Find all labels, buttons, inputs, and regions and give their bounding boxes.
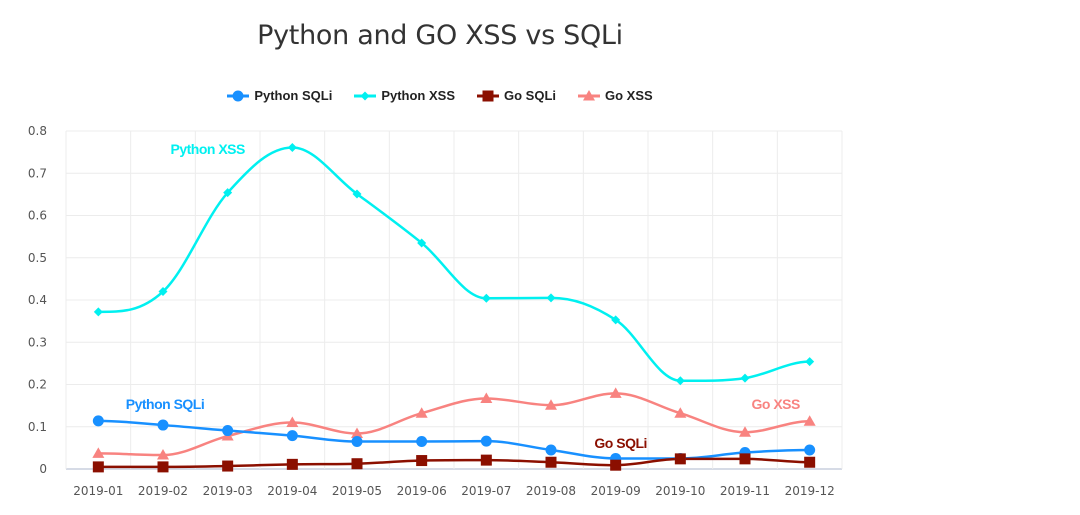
x-tick-label: 2019-09 <box>591 484 641 498</box>
x-tick-label: 2019-02 <box>138 484 188 498</box>
y-tick-label: 0.5 <box>28 251 47 265</box>
y-tick-label: 0.4 <box>28 293 47 307</box>
data-point-python-xss <box>287 142 297 152</box>
y-tick-label: 0 <box>39 462 47 476</box>
x-tick-label: 2019-11 <box>720 484 770 498</box>
legend-marker <box>360 91 370 100</box>
x-tick-label: 2019-12 <box>785 484 835 498</box>
legend-marker <box>482 90 494 101</box>
y-tick-label: 0.3 <box>28 335 47 349</box>
x-tick-label: 2019-08 <box>526 484 576 498</box>
data-point-go-sqli <box>804 456 816 468</box>
data-point-python-xss <box>352 189 362 199</box>
data-point-go-xss <box>92 447 105 458</box>
legend-diamond-icon <box>354 91 377 100</box>
y-axis: 0 0.1 0.2 0.3 0.4 0.5 0.6 0.7 0.8 <box>28 124 47 476</box>
data-point-python-sqli <box>92 415 104 427</box>
data-point-go-sqli <box>610 459 622 471</box>
y-tick-label: 0.2 <box>28 378 47 392</box>
legend-label: Go XSS <box>605 88 653 103</box>
legend-circle-icon <box>227 90 250 101</box>
data-point-python-sqli <box>222 425 234 437</box>
data-point-python-xss <box>805 357 815 367</box>
data-point-python-xss <box>481 293 491 303</box>
data-point-go-xss <box>674 407 687 418</box>
data-point-go-xss <box>415 407 428 418</box>
series-markers <box>92 142 816 473</box>
legend-marker <box>583 89 595 100</box>
data-point-python-xss <box>611 315 621 325</box>
y-tick-label: 0.7 <box>28 166 47 180</box>
data-point-go-xss <box>803 415 816 426</box>
legend-marker <box>232 90 244 101</box>
data-point-go-xss <box>739 426 751 437</box>
data-point-go-xss <box>545 399 557 410</box>
data-point-go-xss <box>351 427 363 439</box>
data-point-go-sqli <box>480 454 492 466</box>
grid <box>65 130 843 470</box>
x-tick-label: 2019-01 <box>73 484 123 498</box>
data-point-python-xss <box>675 376 685 386</box>
x-tick-label: 2019-06 <box>397 484 447 498</box>
data-point-python-xss <box>740 373 750 383</box>
x-tick-label: 2019-05 <box>332 484 382 498</box>
data-point-go-sqli <box>286 458 298 470</box>
data-point-python-sqli <box>351 436 363 448</box>
data-point-go-sqli <box>545 456 557 468</box>
legend-item-go-sqli[interactable]: Go SQLi <box>477 88 556 103</box>
legend-item-python-xss[interactable]: Python XSS <box>354 88 455 103</box>
series-label-go-sqli: Go SQLi <box>594 435 647 451</box>
data-point-go-sqli <box>92 461 104 473</box>
y-tick-label: 0.8 <box>28 124 47 138</box>
data-point-python-xss <box>546 293 556 303</box>
data-point-python-sqli <box>286 430 298 442</box>
legend-label: Python SQLi <box>254 88 333 103</box>
data-point-python-xss <box>417 238 427 248</box>
data-point-go-sqli <box>416 455 428 467</box>
data-point-python-sqli <box>545 444 557 456</box>
x-tick-label: 2019-03 <box>203 484 253 498</box>
y-tick-label: 0.1 <box>28 420 47 434</box>
chart-title: Python and GO XSS vs SQLi <box>257 20 623 51</box>
data-point-python-sqli <box>157 419 169 431</box>
data-point-go-sqli <box>222 460 234 472</box>
series-labels: Python SQLi Python XSS Go SQLi Go XSS <box>126 141 801 451</box>
data-point-python-sqli <box>804 444 816 456</box>
data-point-python-sqli <box>416 436 428 448</box>
x-tick-label: 2019-07 <box>461 484 511 498</box>
x-tick-label: 2019-10 <box>655 484 705 498</box>
legend: Python SQLi Python XSS Go SQLi Go XSS <box>0 88 880 103</box>
x-tick-label: 2019-04 <box>267 484 317 498</box>
data-point-go-xss <box>157 449 169 460</box>
data-point-go-xss <box>480 392 493 403</box>
series-label-python-xss: Python XSS <box>170 141 245 157</box>
legend-label: Go SQLi <box>504 88 556 103</box>
data-point-python-xss <box>223 188 233 198</box>
y-tick-label: 0.6 <box>28 209 47 223</box>
data-point-go-xss <box>609 387 622 398</box>
legend-item-go-xss[interactable]: Go XSS <box>578 88 653 103</box>
data-point-python-xss <box>93 307 103 317</box>
series-line-go-sqli <box>98 457 810 469</box>
data-point-python-xss <box>158 287 168 297</box>
data-point-go-sqli <box>351 458 363 470</box>
legend-triangle-icon <box>578 89 600 100</box>
legend-square-icon <box>477 90 499 101</box>
x-axis: 2019-01 2019-02 2019-03 2019-04 2019-05 2019-… <box>73 484 834 498</box>
legend-item-python-sqli[interactable]: Python SQLi <box>227 88 332 103</box>
data-point-python-sqli <box>480 435 492 447</box>
data-point-go-xss <box>286 416 299 428</box>
series-label-python-sqli: Python SQLi <box>126 396 205 412</box>
data-point-go-sqli <box>739 453 751 465</box>
data-point-go-sqli <box>674 453 686 465</box>
series-label-go-xss: Go XSS <box>751 396 800 412</box>
legend-label: Python XSS <box>381 88 455 103</box>
series-line-go-xss <box>98 392 810 457</box>
data-point-go-sqli <box>157 461 169 473</box>
